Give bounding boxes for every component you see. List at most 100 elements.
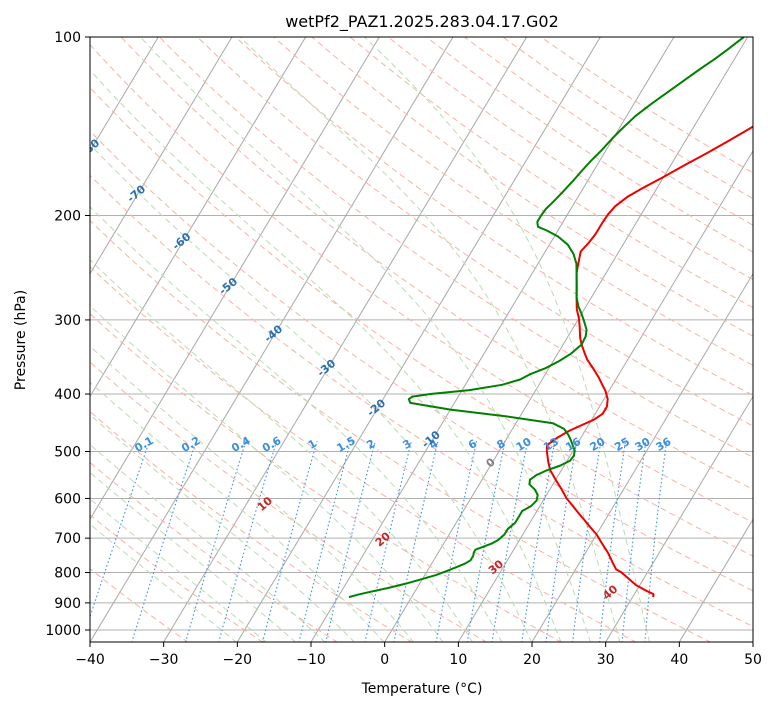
y-axis-label: Pressure (hPa) (13, 290, 29, 390)
mixing-ratio-label: 3 (401, 437, 414, 452)
moist-adiabat-line (90, 498, 267, 642)
mixing-ratio-line (325, 440, 376, 642)
isotherm-label: -40 (262, 322, 286, 345)
background-lines (0, 37, 753, 643)
isotherm-label: -30 (315, 357, 339, 380)
x-tick-label: 50 (744, 652, 762, 668)
dewpoint-line (348, 37, 745, 599)
moist-adiabat-line (90, 259, 473, 642)
y-tick-label: 1000 (45, 623, 81, 639)
dry-adiabat-line (197, 37, 753, 427)
x-axis-label: Temperature (°C) (361, 681, 483, 697)
mixing-ratio-line (621, 440, 647, 642)
mixing-ratio-line (184, 440, 247, 642)
isotherm-label: -50 (216, 275, 240, 298)
line-labels: 0.1 0.2 0.4 0.6 1 1.5 2 3 4 6 8 10 13 16 20 25 30 36-100-… (0, 44, 674, 602)
moist-adiabat-line (90, 143, 532, 642)
mixing-ratio-line (393, 440, 439, 642)
moist-adiabat-line (90, 443, 326, 642)
y-tick-label: 400 (54, 387, 81, 403)
isotherm-label: -60 (170, 230, 194, 253)
mixing-ratio-line (218, 440, 278, 642)
dry-adiabat-label: 10 (255, 494, 275, 514)
mixing-ratio-line (435, 440, 478, 642)
x-tick-label: −40 (75, 652, 105, 668)
moist-adiabat-line (90, 381, 385, 642)
moist-adiabat-line (90, 414, 356, 642)
mixing-ratio-line (545, 440, 578, 642)
dry-adiabat-line (90, 361, 488, 642)
mixing-ratio-line (466, 440, 506, 642)
dry-adiabat-line (426, 37, 753, 253)
isotherm-line (90, 37, 380, 521)
x-tick-label: −10 (296, 652, 326, 668)
isotherm-line (90, 37, 307, 398)
chart-title: wetPf2_PAZ1.2025.283.04.17.G02 (285, 12, 559, 32)
dry-adiabat-line (90, 313, 562, 642)
dry-adiabat-line (90, 174, 753, 628)
y-tick-label: 800 (54, 566, 81, 582)
isotherm-line (90, 37, 233, 275)
dry-adiabat-line (158, 37, 753, 458)
moist-adiabat-line (364, 37, 650, 642)
isotherm-line (384, 37, 749, 642)
dry-adiabat-line (349, 37, 753, 309)
x-tick-label: 10 (449, 652, 467, 668)
isotherm-line (678, 518, 753, 642)
mixing-ratio-line (364, 440, 412, 642)
isotherm-line (531, 272, 753, 642)
isotherm-line (90, 37, 159, 152)
y-tick-label: 700 (54, 531, 81, 547)
mixing-ratio-label: 6 (466, 437, 479, 452)
temperature-line (545, 125, 753, 598)
dry-adiabat-line (90, 568, 189, 642)
isotherm-line (163, 37, 528, 642)
x-tick-label: 30 (597, 652, 615, 668)
mixing-ratio-line (599, 440, 627, 642)
dry-adiabat-line (502, 37, 753, 200)
moist-adiabat-line (90, 305, 444, 642)
plot-frame (89, 36, 754, 643)
dry-adiabat-line (273, 37, 753, 367)
dry-adiabat-line (90, 219, 712, 642)
x-tick-label: 0 (380, 652, 389, 668)
y-tick-label: 200 (54, 209, 81, 225)
x-tick-label: 40 (670, 652, 688, 668)
isotherm-line (310, 37, 675, 642)
mixing-ratio-line (90, 440, 151, 619)
y-tick-label: 900 (54, 596, 81, 612)
mixing-ratio-line (261, 440, 318, 642)
axis-ticks: −40 −30 −20 −10 0 10 20 30 40 50 100 200 300 400 500 60… (45, 30, 762, 668)
moist-adiabat-line (90, 471, 296, 642)
isotherm-label: -80 (79, 136, 103, 159)
mixing-ratio-line (298, 440, 352, 642)
dry-adiabat-line (311, 37, 753, 337)
moist-adiabat-line (90, 69, 562, 642)
y-tick-label: 300 (54, 313, 81, 329)
x-tick-label: −30 (149, 652, 179, 668)
isotherm-line (457, 149, 753, 642)
x-tick-label: 20 (523, 652, 541, 668)
isotherm-label: -100 (0, 44, 12, 72)
y-tick-label: 100 (54, 30, 81, 46)
mixing-ratio-line (491, 440, 529, 642)
mixing-ratio-line (521, 440, 556, 642)
moist-adiabat-line (90, 206, 503, 642)
moist-adiabat-line (90, 523, 238, 642)
dry-adiabat-label: 40 (600, 582, 620, 602)
isotherm-line (236, 37, 601, 642)
y-tick-label: 500 (54, 444, 81, 460)
moist-adiabat-line (239, 37, 621, 642)
dry-adiabat-line (387, 37, 753, 281)
dry-adiabat-line (90, 265, 637, 642)
mixing-ratio-label: 2 (364, 437, 377, 452)
isotherm-label: -90 (32, 90, 56, 113)
mixing-ratio-line (572, 440, 602, 642)
isotherm-line (752, 641, 753, 642)
isotherm-line (605, 395, 753, 642)
dry-adiabat-line (90, 410, 413, 642)
isotherm-line (0, 37, 11, 643)
dry-adiabat-line (235, 37, 753, 396)
x-tick-label: −20 (223, 652, 253, 668)
